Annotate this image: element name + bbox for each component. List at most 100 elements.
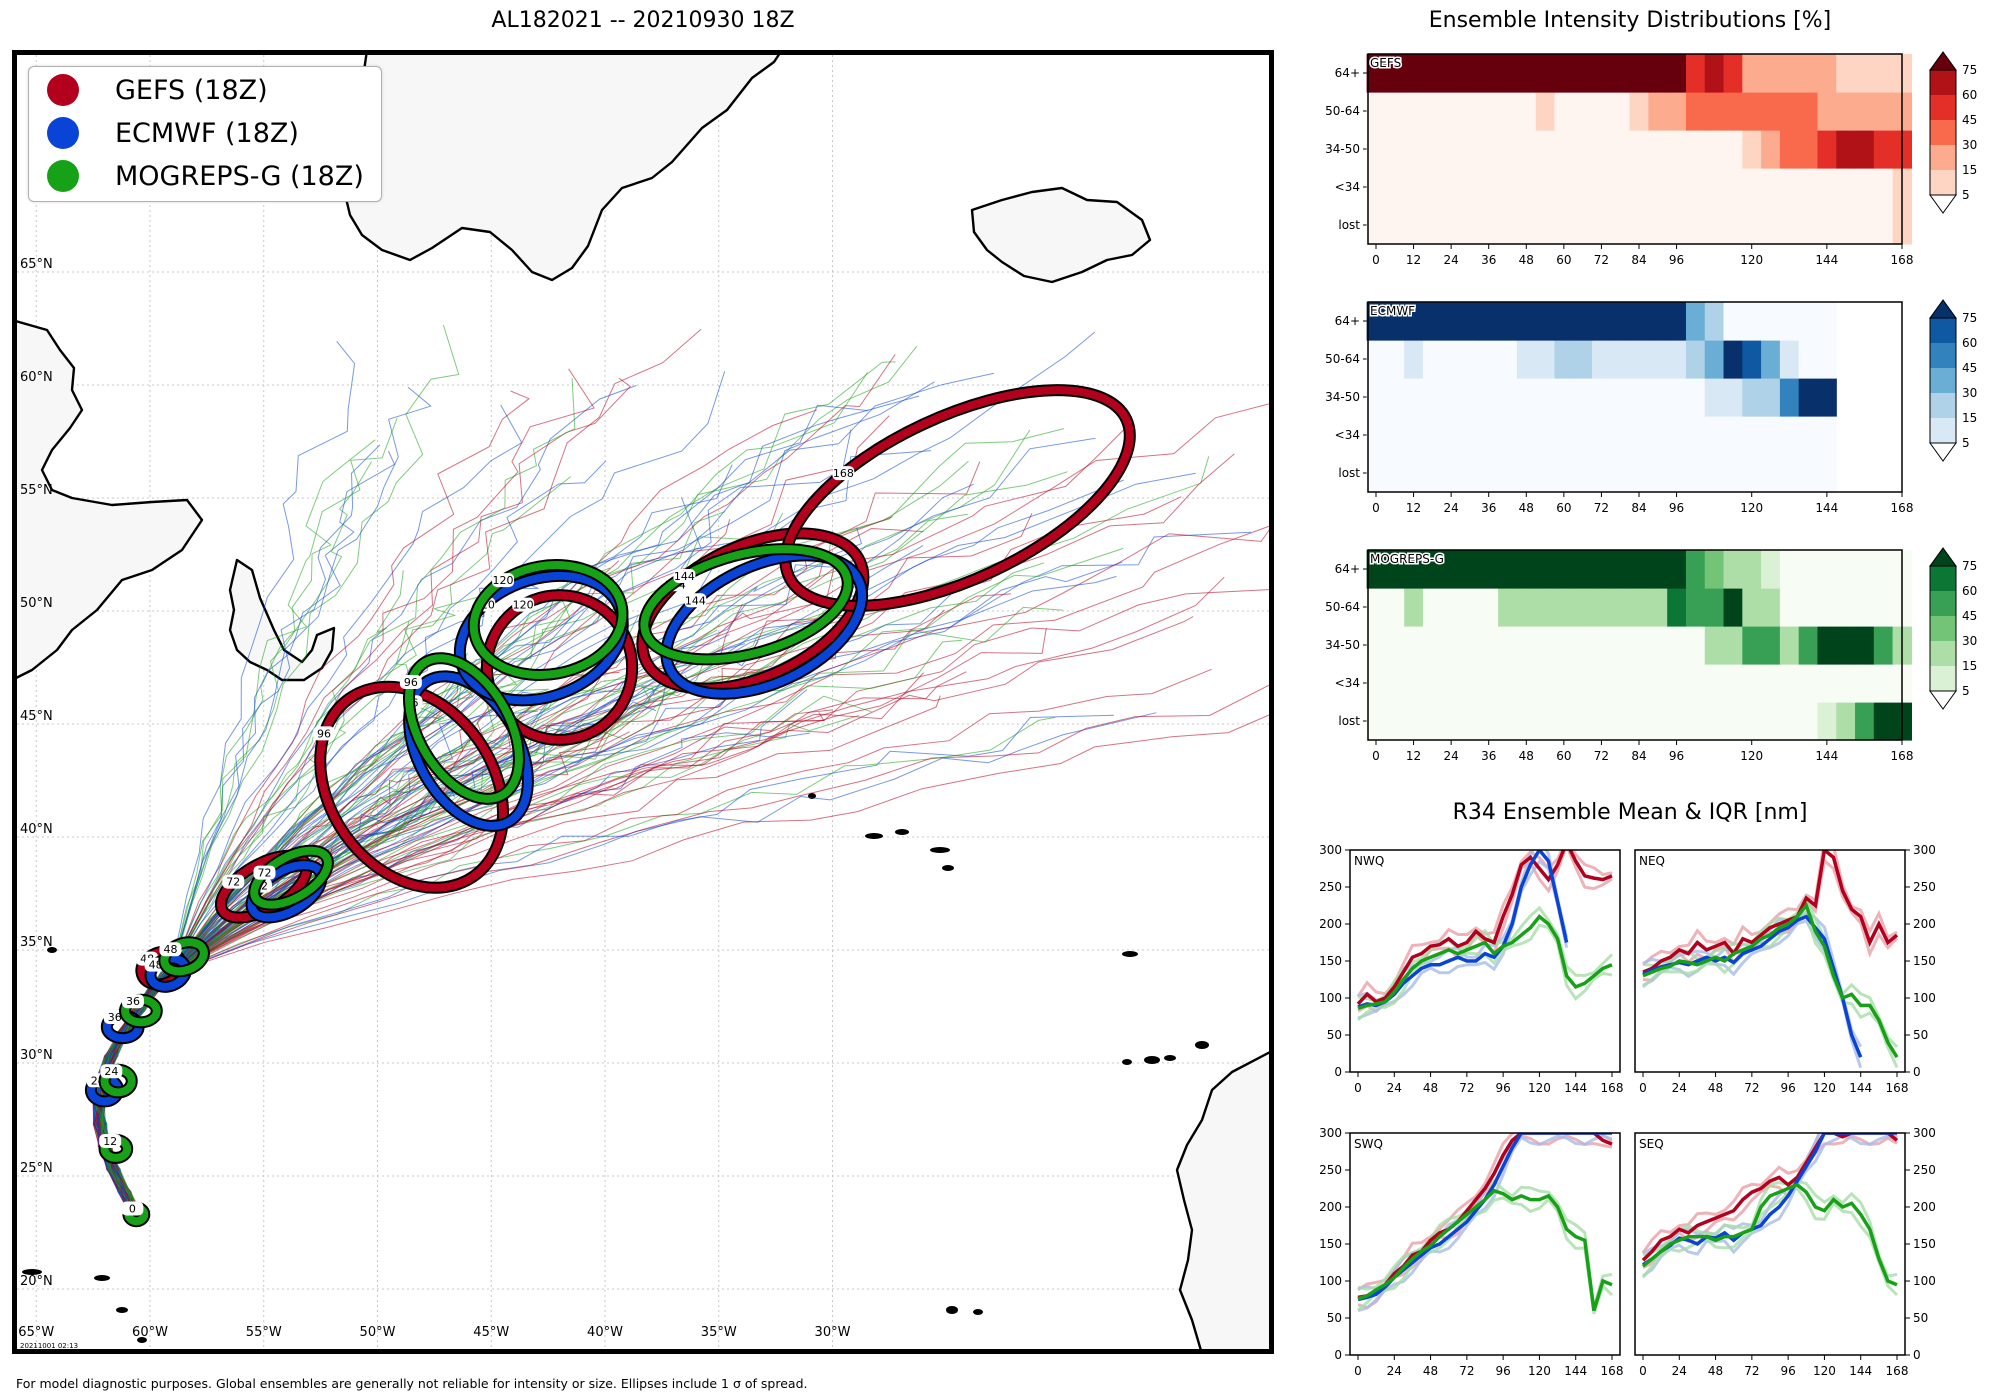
- heatmap-cell: [1366, 664, 1386, 703]
- heatmap-cell: [1554, 54, 1574, 93]
- heatmap-cell: [1460, 92, 1480, 131]
- heatmap-cell: [1422, 664, 1443, 703]
- heatmap-cell: [1573, 302, 1593, 341]
- heatmap-cell: [1422, 302, 1443, 341]
- y-tick-label: 150: [1319, 954, 1342, 968]
- heatmap-cell: [1817, 588, 1837, 627]
- heatmap-cell: [1704, 130, 1725, 169]
- colorbar-top-arrow: [1929, 547, 1957, 567]
- lat-tick-label: 35°N: [20, 935, 53, 950]
- heatmap-cell: [1723, 550, 1743, 589]
- x-tick-label: 24: [1672, 1364, 1687, 1375]
- heatmap-cell: [1742, 378, 1762, 417]
- heatmap-cell: [1479, 454, 1499, 493]
- heatmap-model-label: ECMWF: [1370, 304, 1415, 318]
- heatmap-cell: [1385, 130, 1405, 169]
- x-tick-label: 60: [1556, 749, 1571, 763]
- heatmap-cell: [1366, 416, 1386, 455]
- colorbar-tick-label: 30: [1962, 138, 1977, 152]
- colorbar-segment: [1930, 393, 1956, 418]
- ellipse-hour-label: 120: [492, 573, 515, 587]
- heatmap-cell: [1779, 416, 1800, 455]
- heatmap-cell: [1498, 92, 1518, 131]
- heatmap-cell: [1460, 340, 1480, 379]
- heatmap-cell: [1704, 54, 1725, 93]
- iqr-line-mogreps: [1357, 1196, 1614, 1315]
- heatmap-cell: [1535, 168, 1556, 207]
- heatmap-cell: [1742, 416, 1762, 455]
- heatmap-cell: [1441, 206, 1462, 245]
- ellipse-ring: [638, 529, 868, 693]
- heatmap-cell: [1779, 92, 1800, 131]
- heatmap-cell: [1535, 340, 1556, 379]
- colorbar-frame: [1929, 69, 1957, 196]
- x-tick-label: 120: [1528, 1081, 1551, 1095]
- mean-line-mogreps: [1641, 1182, 1898, 1287]
- heatmap-cell: [1798, 550, 1819, 589]
- label-background: [253, 865, 276, 880]
- mean-line-gefs: [1356, 850, 1613, 1006]
- r34-panel-nwq: NWQ 0 24 48 72 96 120 144 168 0 50 100 150 200 250 300: [1319, 843, 1623, 1095]
- heatmap-cell: [1704, 702, 1725, 741]
- africa-land: [1175, 1048, 1274, 1354]
- heatmap-cell: [1479, 130, 1499, 169]
- ellipse-mogreps-72: 72: [248, 844, 334, 911]
- colorbar-bottom-arrow: [1929, 442, 1957, 462]
- x-tick-label: 144: [1564, 1081, 1587, 1095]
- heatmap-cell: [1667, 54, 1687, 93]
- label-background: [121, 1201, 144, 1216]
- heatmap-cell: [1855, 206, 1875, 245]
- heatmap-cell: [1648, 550, 1668, 589]
- row-label: lost: [1338, 218, 1360, 232]
- row-label: <34: [1335, 428, 1360, 442]
- heatmap-cell: [1441, 626, 1462, 665]
- heatmap-cell: [1817, 454, 1837, 493]
- heatmap-cell: [1798, 340, 1819, 379]
- heatmap-cell: [1573, 664, 1593, 703]
- y-tick-label: 250: [1913, 1163, 1936, 1177]
- heatmap-cell: [1685, 454, 1706, 493]
- heatmap-cell: [1366, 340, 1386, 379]
- x-tick-label: 96: [1496, 1081, 1511, 1095]
- mean-line-mogreps: [1642, 901, 1899, 1059]
- heatmap-cell: [1592, 416, 1612, 455]
- heatmap-cell: [1592, 550, 1612, 589]
- colorbar-tick-label: 15: [1962, 659, 1977, 673]
- heatmap-cell: [1629, 378, 1649, 417]
- y-tick-label: 100: [1913, 991, 1936, 1005]
- hour-label-text: 144: [674, 570, 695, 583]
- heatmap-cell: [1422, 588, 1443, 627]
- heatmap-axis: lost <34 34-50 50-64 64+ 0 12 24 36 48 60 72 84 96 120…: [1325, 66, 1913, 267]
- heatmap-cell: [1385, 302, 1405, 341]
- hour-label-text: 36: [126, 995, 140, 1008]
- heatmap-cell: [1554, 454, 1574, 493]
- heatmap-cell: [1685, 588, 1706, 627]
- heatmap-cell: [1404, 92, 1424, 131]
- heatmap-cell: [1422, 206, 1443, 245]
- heatmap-cell: [1761, 206, 1781, 245]
- r34-series: [1641, 1133, 1899, 1297]
- heatmap-cell: [1592, 702, 1612, 741]
- row-label: 34-50: [1325, 390, 1360, 404]
- y-tick-label: 50: [1327, 1311, 1342, 1325]
- heatmap-cell: [1723, 168, 1743, 207]
- heatmap-cell: [1404, 454, 1424, 493]
- colorbar-tick-label: 75: [1962, 559, 1977, 573]
- iqr-line-ecmwf: [1357, 859, 1569, 1020]
- heatmap-cell: [1779, 550, 1800, 589]
- heatmap-cell: [1573, 626, 1593, 665]
- heatmap-cell: [1761, 626, 1781, 665]
- heatmap-cell: [1704, 664, 1725, 703]
- heatmap-cell: [1742, 340, 1762, 379]
- y-tick-label: 0: [1913, 1065, 1921, 1079]
- heatmap-cell: [1404, 664, 1424, 703]
- row-label: 50-64: [1325, 104, 1360, 118]
- colorbar-segment: [1930, 318, 1956, 343]
- colorbar-tick-label: 15: [1962, 163, 1977, 177]
- heatmap-cell: [1798, 54, 1819, 93]
- heatmap-cell: [1855, 54, 1875, 93]
- heatmap-cell: [1366, 588, 1386, 627]
- heatmap-cell: [1742, 92, 1762, 131]
- y-tick-label: 250: [1319, 880, 1342, 894]
- heatmap-cell: [1535, 130, 1556, 169]
